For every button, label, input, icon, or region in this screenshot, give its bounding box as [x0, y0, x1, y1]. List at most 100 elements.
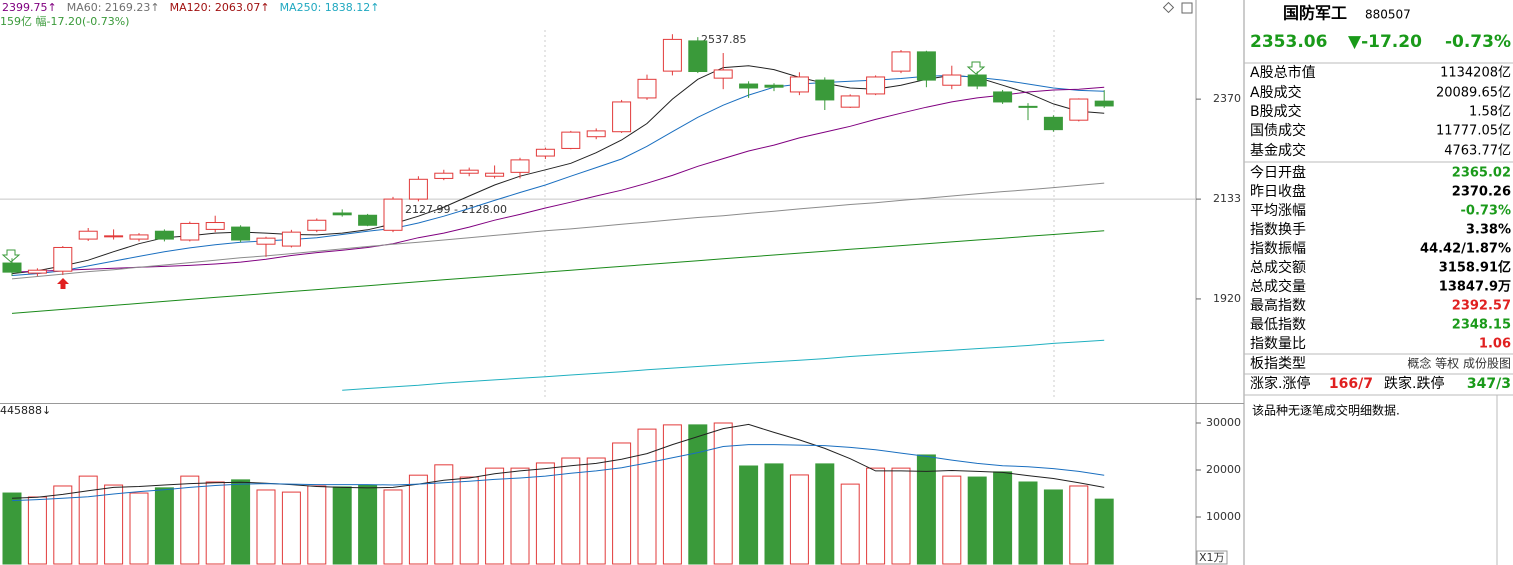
- row-value: 13847.9万: [1439, 280, 1511, 295]
- candle-body: [535, 148, 555, 157]
- volume-bar: [916, 454, 936, 565]
- volume-bar: [713, 422, 733, 565]
- candle-body: [688, 40, 708, 73]
- row-value: 1134208亿: [1440, 66, 1511, 81]
- candle-body: [815, 79, 835, 101]
- row-label: 昨日收盘: [1250, 183, 1306, 200]
- buy-marker: [57, 278, 69, 289]
- volume-bar: [256, 489, 276, 565]
- candle-body: [307, 219, 327, 231]
- legend-entry: MA120: 2063.07↑: [170, 1, 270, 14]
- volume-bar: [129, 492, 149, 565]
- volume-bar: [2, 492, 22, 565]
- index-name: 国防军工: [1283, 4, 1347, 23]
- candle-body: [2, 262, 22, 273]
- row-value: 1.06: [1479, 337, 1511, 352]
- row-value: 3158.91亿: [1439, 260, 1511, 276]
- row-label: 总成交额: [1250, 259, 1306, 276]
- y-tick-label: 1920: [1213, 292, 1241, 305]
- volume-bar: [561, 457, 581, 565]
- candle-body: [510, 159, 530, 173]
- candle-body: [104, 235, 124, 238]
- row-label: 指数量比: [1250, 336, 1306, 352]
- ma-line: [342, 339, 1105, 391]
- candle-body: [485, 172, 505, 177]
- candle-body: [1069, 98, 1089, 121]
- candle-body: [713, 69, 733, 79]
- row-value[interactable]: 概念 等权 成份股图: [1407, 356, 1511, 371]
- candle-body: [916, 51, 936, 81]
- volume-bar: [180, 475, 200, 565]
- candle-body: [231, 226, 251, 241]
- row-value: 11777.05亿: [1436, 124, 1511, 139]
- volume-bar: [53, 485, 73, 565]
- volume-bar: [866, 467, 886, 565]
- row-label: 板指类型: [1250, 356, 1306, 372]
- volume-bar: [840, 483, 860, 565]
- candle-body: [358, 214, 378, 226]
- y-tick-label: 10000: [1206, 510, 1241, 523]
- volume-bar: [231, 479, 251, 565]
- candle-body: [789, 76, 809, 93]
- row-value: -0.73%: [1461, 204, 1512, 219]
- row-value: 2348.15: [1452, 318, 1511, 333]
- volume-bar: [104, 484, 124, 565]
- candle-body: [662, 38, 682, 72]
- row-label: A股成交: [1250, 84, 1302, 101]
- ma-line: [11, 182, 1105, 280]
- volume-bar: [1018, 481, 1038, 565]
- volume-bar: [281, 491, 301, 565]
- icon-diamond[interactable]: [1162, 1, 1175, 14]
- candle-body: [383, 198, 403, 231]
- y-tick-label: 2370: [1213, 92, 1241, 105]
- ma-line: [11, 423, 1105, 499]
- volume-bar: [612, 442, 632, 565]
- row-value: 2365.02: [1452, 166, 1511, 181]
- candle-body: [612, 101, 632, 133]
- sell-marker: [966, 61, 986, 75]
- row-value: 1.58亿: [1469, 105, 1511, 120]
- row-label: 最高指数: [1250, 297, 1306, 314]
- candle-body: [78, 230, 98, 240]
- legend-entry: MA250: 1838.12↑: [280, 1, 380, 14]
- row-value: 3.38%: [1466, 223, 1511, 238]
- volume-bar: [688, 424, 708, 565]
- volume-bar: [891, 467, 911, 565]
- row-label: 指数振幅: [1250, 241, 1306, 257]
- candle-body: [891, 51, 911, 72]
- row-label: 总成交量: [1250, 278, 1306, 295]
- volume-bar: [459, 476, 479, 565]
- volume-bar: [154, 487, 174, 565]
- volume-bar: [485, 467, 505, 565]
- candle-body: [256, 237, 276, 245]
- icon-square[interactable]: [1181, 2, 1193, 14]
- row-value: 44.42/1.87%: [1420, 242, 1511, 257]
- candle-body: [637, 78, 657, 99]
- volume-bar: [358, 484, 378, 565]
- candle-body: [942, 74, 962, 86]
- row-label: B股成交: [1250, 103, 1302, 120]
- index-code: 880507: [1365, 8, 1411, 22]
- change-pct: -0.73%: [1445, 32, 1511, 52]
- y-tick-label: 2133: [1213, 192, 1241, 205]
- candle-body: [129, 234, 149, 240]
- candle-body: [840, 95, 860, 108]
- row-label: 国债成交: [1250, 122, 1306, 139]
- volume-bar: [78, 475, 98, 565]
- annotation: 2127.99 - 2128.00: [405, 203, 507, 216]
- legend-entry: MA60: 2169.23↑: [67, 1, 160, 14]
- candle-body: [1018, 105, 1038, 108]
- volume-bar: [205, 481, 225, 565]
- candle-body: [180, 222, 200, 241]
- row-label: 平均涨幅: [1250, 203, 1306, 219]
- volume-bar: [27, 496, 47, 565]
- candle-body: [993, 91, 1013, 103]
- ma-line: [11, 86, 1105, 273]
- candle-body: [967, 74, 987, 87]
- row-label: A股总市值: [1250, 64, 1316, 81]
- sell-marker: [1, 249, 21, 263]
- candle-body: [53, 246, 73, 272]
- volume-bar: [383, 489, 403, 565]
